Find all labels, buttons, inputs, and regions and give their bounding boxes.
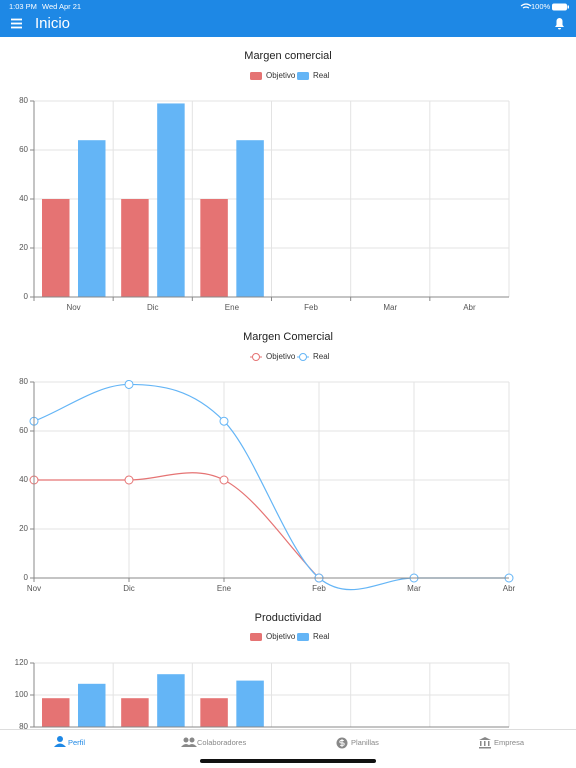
bar (78, 140, 106, 297)
tab-label: Perfil (68, 738, 85, 747)
chart-title: Productividad (255, 612, 322, 624)
legend-label: Real (313, 632, 330, 641)
bar (78, 683, 106, 727)
x-tick-label: Nov (66, 303, 80, 312)
legend-swatch (250, 633, 262, 641)
legend-marker (299, 353, 307, 361)
tab-perfil[interactable]: Perfil (54, 736, 85, 747)
bar (42, 698, 70, 727)
tab-empresa[interactable]: Empresa (479, 737, 525, 749)
y-tick-label: 0 (24, 573, 29, 582)
bar (200, 199, 228, 297)
legend-label: Real (313, 352, 330, 361)
status-battery: 100% (531, 2, 551, 11)
tab-label: Empresa (494, 738, 525, 747)
tab-label: Colaboradores (197, 738, 246, 747)
x-tick-label: Feb (312, 584, 326, 593)
home-indicator (200, 759, 376, 763)
legend-label: Objetivo (266, 71, 296, 80)
line (33, 383, 509, 591)
point (124, 379, 134, 389)
app-bar (0, 0, 576, 37)
bar (121, 698, 149, 727)
legend-label: Real (313, 71, 330, 80)
battery-icon (552, 3, 569, 11)
wifi-icon (520, 3, 532, 9)
y-tick-label: 120 (15, 658, 29, 667)
y-tick-label: 80 (19, 722, 28, 731)
x-tick-label: Dic (123, 584, 135, 593)
x-tick-label: Ene (225, 303, 240, 312)
y-tick-label: 80 (19, 96, 28, 105)
legend-marker (252, 353, 260, 361)
y-tick-label: 60 (19, 426, 28, 435)
point (124, 475, 134, 485)
legend-swatch (297, 72, 309, 80)
y-tick-label: 40 (19, 475, 28, 484)
bar (157, 674, 185, 727)
x-tick-label: Ene (217, 584, 232, 593)
status-date: Wed Apr 21 (42, 2, 81, 11)
legend-swatch (297, 633, 309, 641)
y-tick-label: 0 (24, 292, 29, 301)
tab-planillas[interactable]: Planillas (336, 737, 380, 749)
legend-label: Objetivo (266, 632, 296, 641)
charts: Margen comercial Objetivo Real 0 20 40 60 80 Nov… (15, 50, 516, 731)
chart: Margen comercial Objetivo Real 0 20 40 60 80 Nov… (19, 50, 510, 312)
legend-label: Objetivo (266, 352, 296, 361)
tab-bar: Perfil Colaboradores Planillas Empresa (0, 729, 576, 768)
x-tick-label: Dic (147, 303, 159, 312)
bar (42, 199, 70, 297)
chart: Productividad Objetivo Real 80 100 120 (15, 612, 510, 731)
status-time: 1:03 PM (9, 2, 37, 11)
notifications-button[interactable] (555, 18, 564, 30)
y-tick-label: 20 (19, 524, 28, 533)
point (219, 416, 229, 426)
x-tick-label: Abr (503, 584, 516, 593)
bar (236, 680, 264, 727)
y-tick-label: 20 (19, 243, 28, 252)
tab-label: Planillas (351, 738, 379, 747)
y-tick-label: 80 (19, 377, 28, 386)
menu-button[interactable] (11, 18, 22, 29)
y-tick-label: 60 (19, 145, 28, 154)
chart-title: Margen Comercial (243, 331, 333, 343)
bar (157, 103, 185, 297)
y-tick-label: 100 (15, 690, 29, 699)
x-tick-label: Mar (407, 584, 421, 593)
tab-colaboradores[interactable]: Colaboradores (181, 737, 246, 748)
bar (200, 698, 228, 727)
point (219, 475, 229, 485)
y-tick-label: 40 (19, 194, 28, 203)
chart-title: Margen comercial (244, 50, 331, 62)
legend-swatch (250, 72, 262, 80)
line (34, 472, 320, 579)
x-tick-label: Mar (383, 303, 397, 312)
bar (236, 140, 264, 297)
app-title: Inicio (35, 15, 70, 32)
chart: Margen Comercial Objetivo Real 0 20 40 60 80 Nov… (19, 331, 515, 593)
x-tick-label: Nov (27, 584, 41, 593)
x-tick-label: Abr (463, 303, 476, 312)
bar (121, 199, 149, 297)
x-tick-label: Feb (304, 303, 318, 312)
